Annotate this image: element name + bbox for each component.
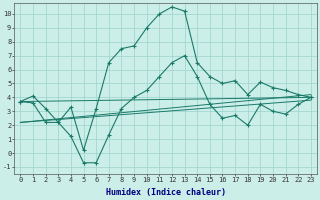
- X-axis label: Humidex (Indice chaleur): Humidex (Indice chaleur): [106, 188, 226, 197]
